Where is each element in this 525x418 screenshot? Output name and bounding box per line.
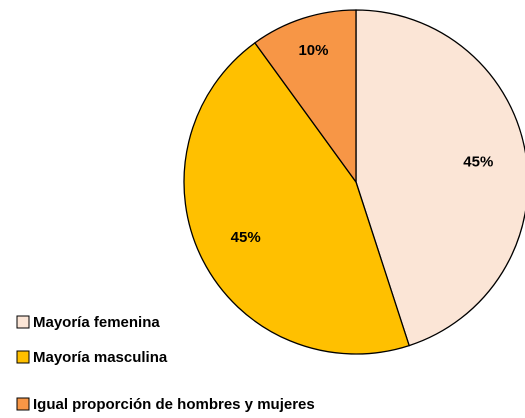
legend-swatch [16, 350, 30, 364]
pie-slice [183, 41, 410, 355]
pie-slice [253, 9, 357, 185]
legend-swatch [16, 315, 30, 329]
data-label: 10% [298, 42, 328, 59]
legend-label: Mayoría femenina [33, 314, 160, 331]
pie-slice [355, 9, 525, 347]
legend-swatch [16, 397, 30, 411]
legend-label: Igual proporción de hombres y mujeres [33, 396, 315, 413]
data-label: 45% [463, 154, 493, 171]
legend-label: Mayoría masculina [33, 349, 168, 366]
data-label: 45% [231, 229, 261, 246]
